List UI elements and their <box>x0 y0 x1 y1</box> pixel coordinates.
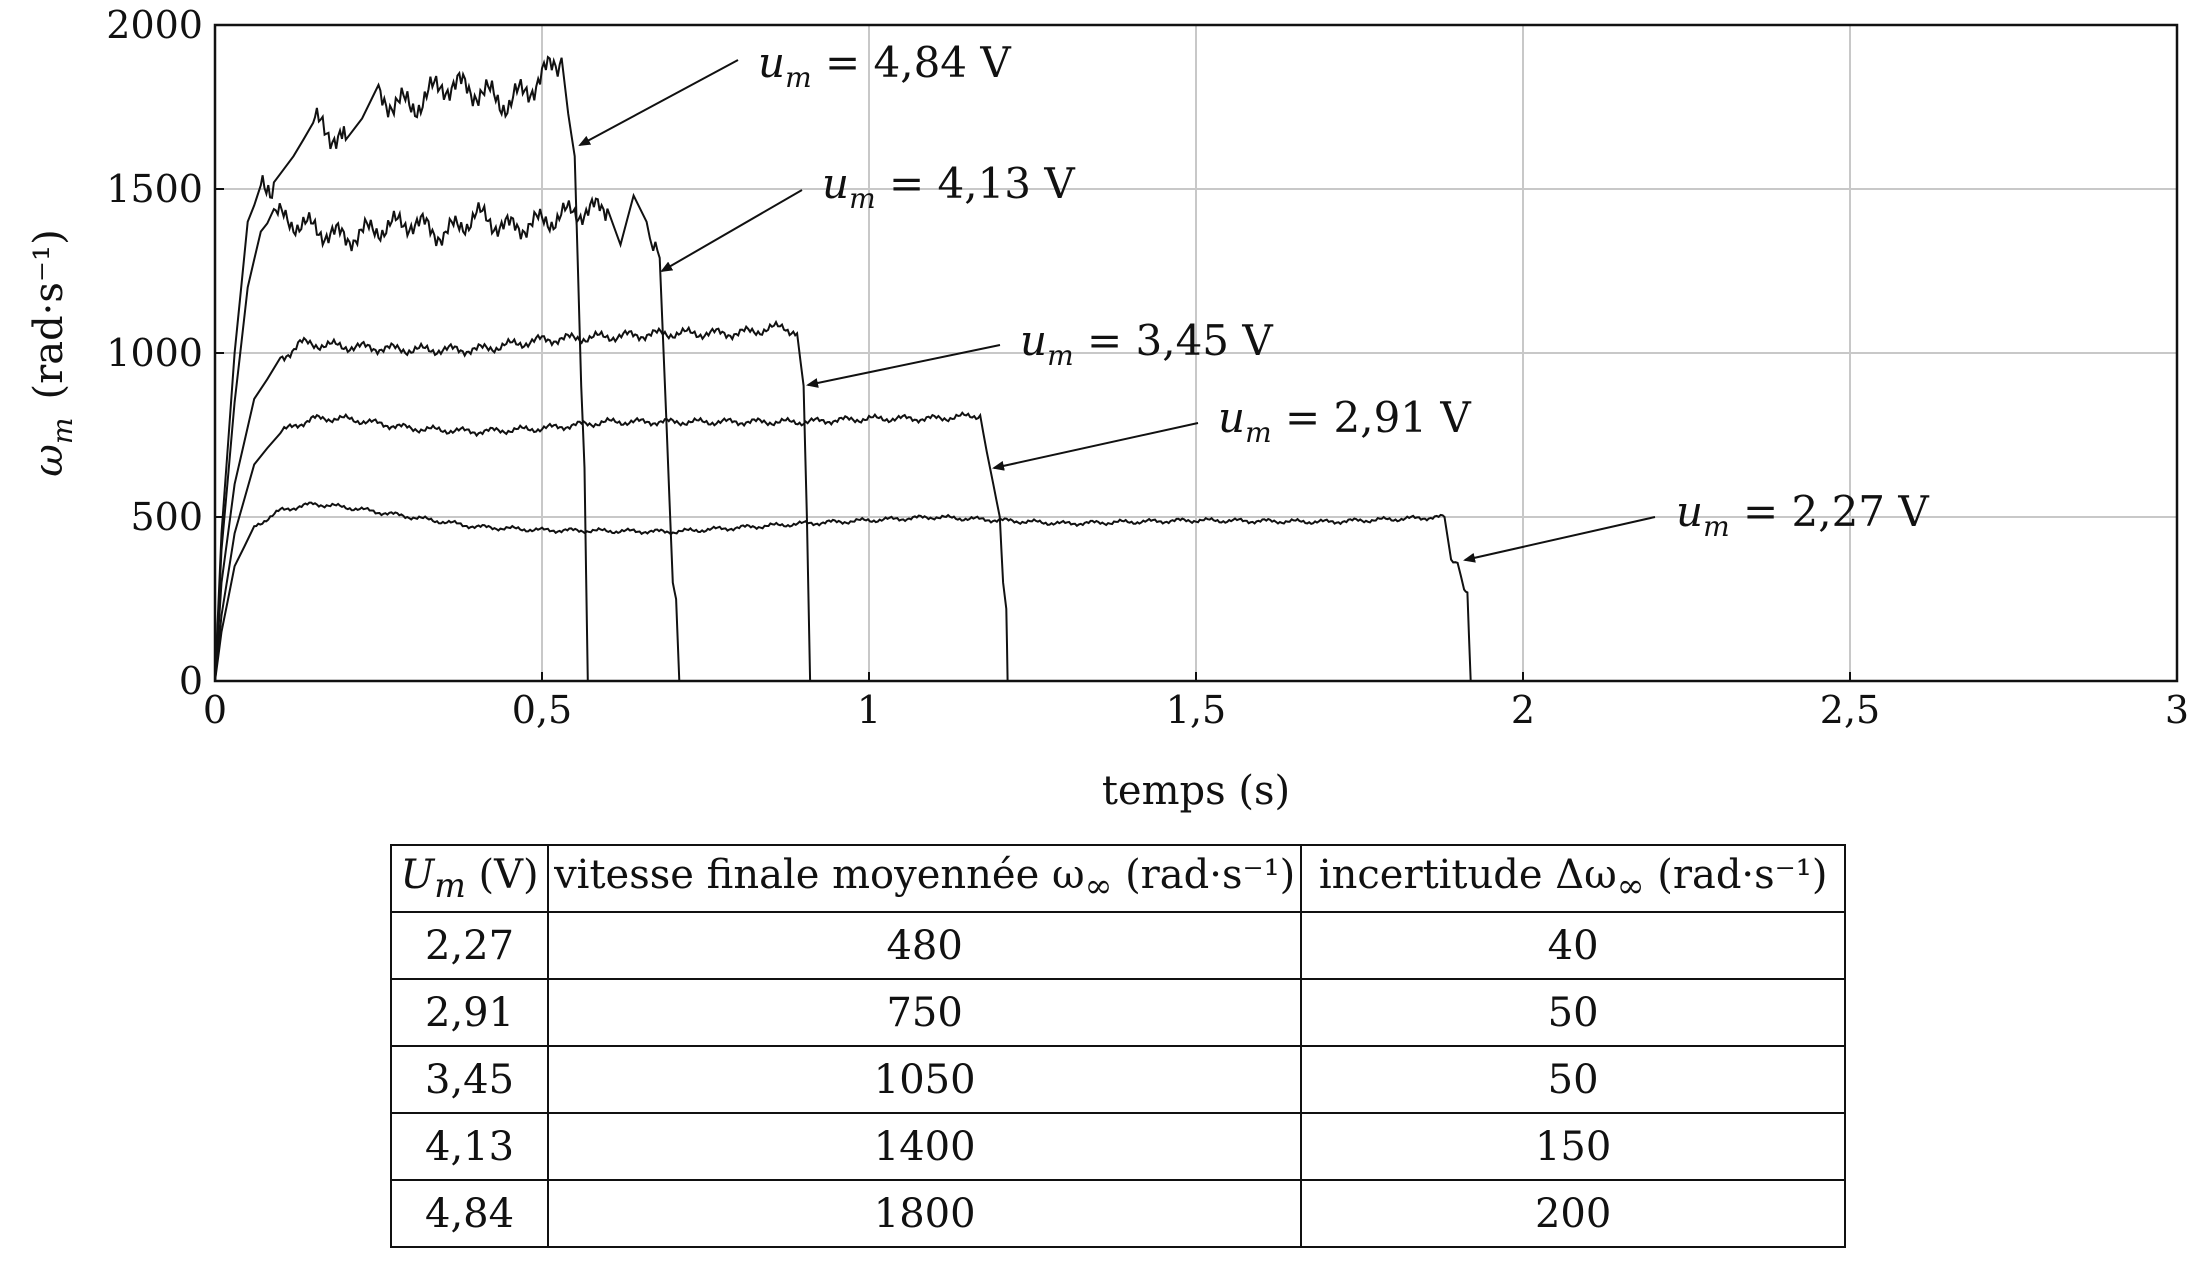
results-table-container: Um (V) vitesse finale moyennée ω∞ (rad·s… <box>389 844 1846 1248</box>
x-tick-label: 1 <box>857 688 881 732</box>
annotation-label: um = 2,27 V <box>1676 487 1929 543</box>
cell-speed: 1050 <box>547 1045 1303 1114</box>
header-final-speed: vitesse finale moyennée ω∞ (rad·s⁻¹) <box>547 844 1303 913</box>
curve-annotations: um = 4,84 V um = 4,13 V um = 3,45 V um = 2,… <box>578 38 1929 563</box>
annotation-label: um = 3,45 V <box>1020 316 1273 372</box>
table-row: 3,45 1050 50 <box>389 1045 1846 1114</box>
cell-speed: 1400 <box>547 1112 1303 1181</box>
annotation-label: um = 2,91 V <box>1218 393 1471 449</box>
results-table: Um (V) vitesse finale moyennée ω∞ (rad·s… <box>389 844 1846 1248</box>
y-tick-label: 1000 <box>106 331 203 375</box>
x-tick-label: 2 <box>1511 688 1535 732</box>
cell-speed: 1800 <box>547 1179 1303 1248</box>
annotation-arrow <box>806 344 1001 388</box>
table-row: 4,84 1800 200 <box>389 1179 1846 1248</box>
table-row: 2,27 480 40 <box>389 911 1846 980</box>
series-line-4-13 <box>214 192 681 682</box>
cell-uncertainty: 40 <box>1300 911 1846 980</box>
series-line-2-27 <box>214 501 1472 682</box>
cell-uncertainty: 150 <box>1300 1112 1846 1181</box>
cell-voltage: 4,84 <box>389 1179 550 1248</box>
cell-voltage: 2,91 <box>389 978 550 1047</box>
motor-speed-chart: 0 0,5 1 1,5 2 2,5 3 0 500 1000 1500 2000 um = 4,84 … <box>26 3 2189 814</box>
cell-speed: 480 <box>547 911 1303 980</box>
annotation-label: um = 4,13 V <box>822 159 1075 215</box>
annotation-label: um = 4,84 V <box>758 38 1011 94</box>
cell-voltage: 2,27 <box>389 911 550 980</box>
series-line-3-45 <box>214 319 812 682</box>
cell-speed: 750 <box>547 978 1303 1047</box>
y-tick-label: 2000 <box>106 3 203 47</box>
cell-voltage: 3,45 <box>389 1045 550 1114</box>
cell-voltage: 4,13 <box>389 1112 550 1181</box>
grid-lines <box>215 25 2177 681</box>
table-header-row: Um (V) vitesse finale moyennée ω∞ (rad·s… <box>389 844 1846 913</box>
annotation-arrow <box>578 59 739 146</box>
annotation-arrow <box>1463 516 1656 563</box>
y-tick-label: 1500 <box>106 167 203 211</box>
x-tick-label: 1,5 <box>1166 688 1226 732</box>
annotation-arrow <box>992 422 1199 471</box>
x-tick-label: 2,5 <box>1820 688 1880 732</box>
x-axis-label: temps (s) <box>1102 768 1290 814</box>
y-axis-label: ωm(rad·s⁻¹) <box>26 229 79 476</box>
table-row: 4,13 1400 150 <box>389 1112 1846 1181</box>
cell-uncertainty: 50 <box>1300 1045 1846 1114</box>
series-curves <box>214 55 1472 682</box>
x-tick-label: 0,5 <box>512 688 572 732</box>
y-tick-label: 500 <box>130 495 203 539</box>
header-uncertainty: incertitude Δω∞ (rad·s⁻¹) <box>1300 844 1846 913</box>
x-tick-label: 3 <box>2165 688 2189 732</box>
cell-uncertainty: 50 <box>1300 978 1846 1047</box>
header-voltage: Um (V) <box>389 844 550 913</box>
series-line-2-91 <box>214 411 1009 682</box>
table-row: 2,91 750 50 <box>389 978 1846 1047</box>
annotation-arrow <box>660 189 803 273</box>
series-line-4-84 <box>214 55 589 682</box>
y-tick-label: 0 <box>179 659 203 703</box>
cell-uncertainty: 200 <box>1300 1179 1846 1248</box>
svg-text:ωm(rad·s⁻¹): ωm(rad·s⁻¹) <box>26 229 79 476</box>
x-tick-label: 0 <box>203 688 227 732</box>
axis-ticks: 0 0,5 1 1,5 2 2,5 3 0 500 1000 1500 2000 <box>106 3 2189 732</box>
